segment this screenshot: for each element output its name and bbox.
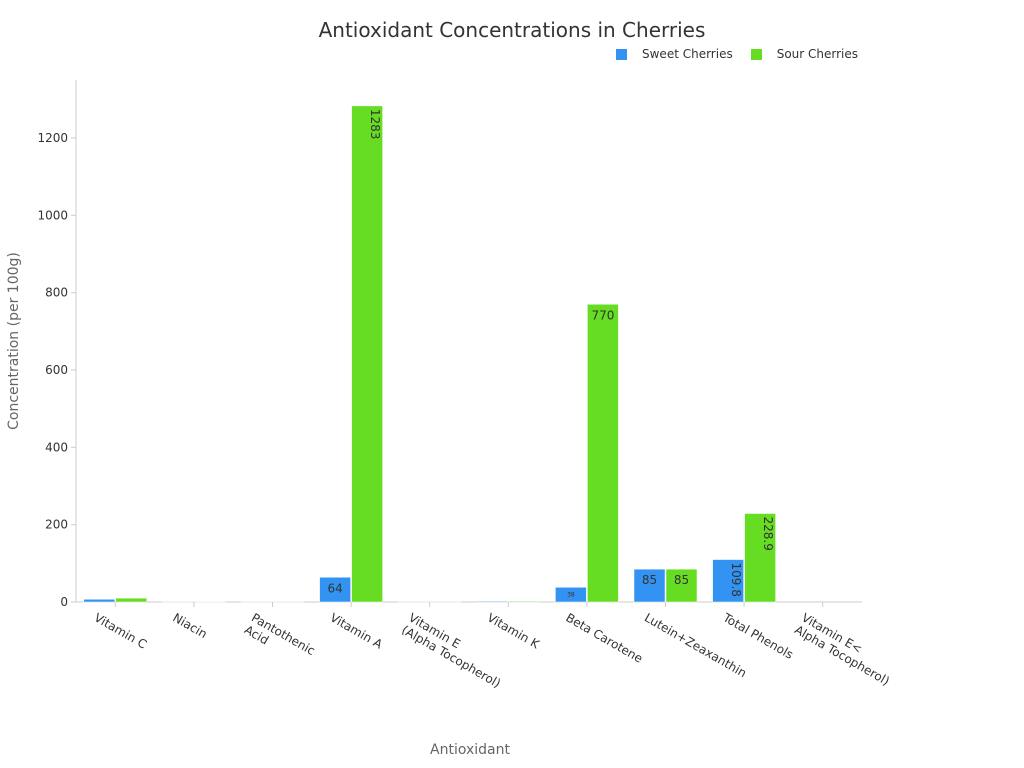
bar-sour — [351, 105, 383, 603]
x-tick-label: Vitamin C — [92, 610, 149, 651]
data-label: 85 — [674, 573, 689, 587]
data-label: 38 — [567, 592, 575, 599]
y-tick-label: 0 — [60, 595, 68, 609]
y-tick-label: 1000 — [37, 208, 68, 222]
bar-sour — [587, 304, 619, 603]
data-label: 109.8 — [729, 563, 743, 597]
legend-label-sour: Sour Cherries — [776, 47, 859, 61]
bar-sour — [508, 600, 541, 603]
y-tick-label: 600 — [45, 363, 68, 377]
data-label: 1283 — [368, 109, 382, 140]
bar-sweet — [476, 600, 509, 603]
x-tick-label: Niacin — [170, 610, 209, 641]
x-tick-label: Vitamin E<Alpha Tocopherol) — [792, 610, 899, 688]
bar-sweet — [83, 599, 116, 603]
legend-swatch-sour — [750, 48, 762, 60]
bar-sour — [115, 597, 148, 603]
data-label: 85 — [642, 573, 657, 587]
x-tick-label: Vitamin K — [485, 610, 543, 652]
legend-label-sweet: Sweet Cherries — [642, 47, 733, 61]
bar-sour — [665, 568, 698, 603]
bar-sweet — [712, 559, 744, 603]
data-label: 770 — [591, 308, 614, 322]
bar-sour — [744, 513, 776, 603]
y-tick-label: 400 — [45, 440, 68, 454]
legend-item-sweet[interactable]: Sweet Cherries — [616, 47, 733, 61]
y-tick-label: 200 — [45, 518, 68, 532]
data-label: 228.9 — [761, 516, 775, 550]
chart-title: Antioxidant Concentrations in Cherries — [318, 18, 706, 42]
y-tick-label: 1200 — [37, 131, 68, 145]
bar-sweet — [633, 568, 666, 603]
x-tick-label: Vitamin A — [328, 610, 386, 652]
x-tick-label: Beta Carotene — [563, 610, 645, 665]
x-tick-label: Total Phenols — [720, 610, 796, 662]
y-tick-label: 800 — [45, 286, 68, 300]
data-label: 64 — [327, 581, 342, 595]
bar-sweet — [319, 577, 351, 603]
legend-item-sour[interactable]: Sour Cherries — [750, 47, 859, 61]
legend: Sweet Cherries Sour Cherries — [616, 47, 876, 61]
x-axis-label: Antioxidant — [430, 742, 510, 758]
legend-swatch-sweet — [616, 48, 627, 60]
bar-sweet — [555, 587, 587, 603]
x-tick-label: PantothenicAcid — [242, 610, 317, 670]
